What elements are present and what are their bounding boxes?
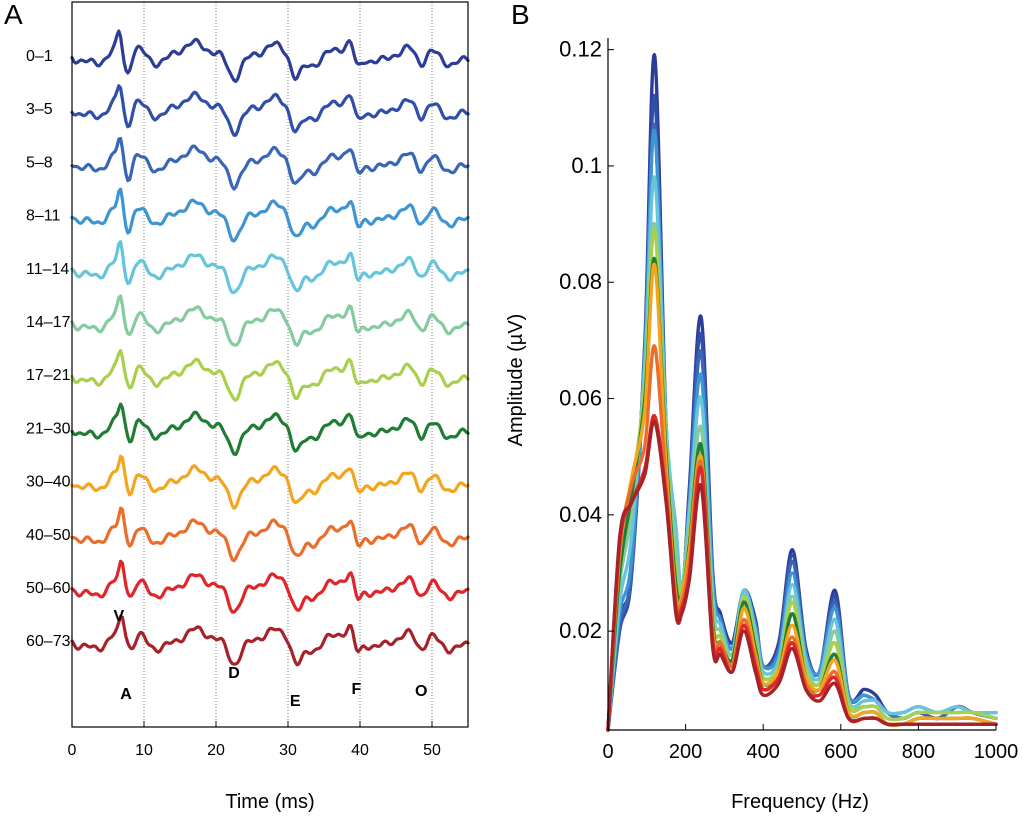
panel-a-trace (70, 614, 470, 667)
panel-a-row-label: 21–30 (26, 420, 71, 437)
panel-a-xtick-label: 0 (68, 742, 77, 759)
panel-b-xticks: 0 200 400 600 800 1000 (602, 724, 1018, 763)
panel-a-xlabel: Time (ms) (225, 791, 314, 813)
panel-b-spectrum-line (606, 228, 998, 732)
panel-a-trace (70, 559, 470, 614)
panel-a-trace (70, 294, 470, 347)
panel-a-row-label: 14–17 (26, 314, 71, 331)
panel-a-plot: 0 10 20 30 40 50 0–1 3–5 5–8 8–11 11–14 14–17 17–21… (26, 1, 470, 813)
panel-a-xticks: 0 10 20 30 40 50 (68, 721, 441, 759)
panel-a-trace (70, 136, 470, 191)
panel-a-row-label: 3–5 (26, 101, 53, 118)
panel-a-row-label: 50–60 (26, 580, 71, 597)
panel-letter-b: B (511, 0, 530, 30)
panel-b-xlabel: Frequency (Hz) (731, 791, 869, 813)
panel-b-spectra (606, 53, 998, 732)
panel-b-yticks: 0.02 0.04 0.06 0.08 0.1 0.12 (559, 37, 614, 643)
panel-a-gridlines (143, 2, 433, 727)
panel-b-axes (607, 38, 996, 731)
panel-a-row-label: 11–14 (26, 261, 69, 278)
panel-a-trace (70, 402, 470, 456)
panel-a-trace (70, 187, 470, 243)
panel-a-trace (70, 240, 470, 295)
panel-a-peak-label: O (415, 683, 427, 700)
panel-a-row-labels: 0–1 3–5 5–8 8–11 11–14 14–17 17–21 21–30 30–40 40… (26, 48, 71, 650)
panel-a-trace (70, 454, 470, 510)
panel-a-trace (70, 506, 470, 563)
panel-a-trace (70, 29, 470, 83)
panel-a-peak-label: A (120, 686, 132, 703)
panel-b-ytick-label: 0.02 (559, 618, 602, 643)
panel-b-xtick-label: 800 (902, 741, 935, 763)
panel-b-ytick-label: 0.06 (559, 386, 602, 411)
panel-a-xtick-label: 40 (351, 742, 369, 759)
panel-b-xtick-label: 600 (824, 741, 857, 763)
panel-a-peak-labels: V A D E F O (113, 608, 427, 710)
panel-a-row-label: 17–21 (26, 367, 71, 384)
panel-a-row-label: 8–11 (26, 208, 61, 225)
panel-b-ytick-label: 0.04 (559, 502, 602, 527)
panel-b-spectrum-line (606, 420, 998, 732)
panel-a-xtick-label: 10 (135, 742, 153, 759)
panel-b-ytick-label: 0.1 (571, 153, 602, 178)
panel-a-xtick-label: 20 (207, 742, 225, 759)
panel-a-xtick-label: 50 (423, 742, 441, 759)
panel-a-xtick-label: 30 (279, 742, 297, 759)
panel-a-trace (70, 349, 470, 402)
panel-a-row-label: 0–1 (26, 48, 53, 65)
panel-b-ytick-label: 0.12 (559, 37, 602, 62)
panel-a-row-label: 60–73 (26, 633, 71, 650)
panel-a-peak-label: V (113, 608, 124, 625)
panel-a-peak-label: D (228, 665, 240, 682)
panel-b-ytick-label: 0.08 (559, 269, 602, 294)
panel-b-xtick-label: 400 (747, 741, 780, 763)
panel-a-row-label: 40–50 (26, 527, 71, 544)
panel-b-ylabel: Amplitude (µV) (505, 314, 527, 447)
panel-b-xtick-label: 200 (669, 741, 702, 763)
panel-a-row-label: 5–8 (26, 154, 53, 171)
panel-a-traces (70, 29, 470, 667)
panel-a-axes-frame (71, 1, 469, 728)
panel-b-spectrum-line (606, 175, 998, 732)
panel-a-row-label: 30–40 (26, 474, 71, 491)
panel-letter-a: A (4, 0, 23, 30)
panel-a-trace (70, 84, 470, 137)
panel-a-peak-label: F (352, 681, 362, 698)
panel-b-xtick-label: 0 (602, 741, 613, 763)
panel-b-plot: 0.02 0.04 0.06 0.08 0.1 0.12 0 200 400 600 800 100… (505, 37, 1018, 813)
panel-b-xtick-label: 1000 (974, 741, 1019, 763)
panel-a-peak-label: E (290, 693, 301, 710)
